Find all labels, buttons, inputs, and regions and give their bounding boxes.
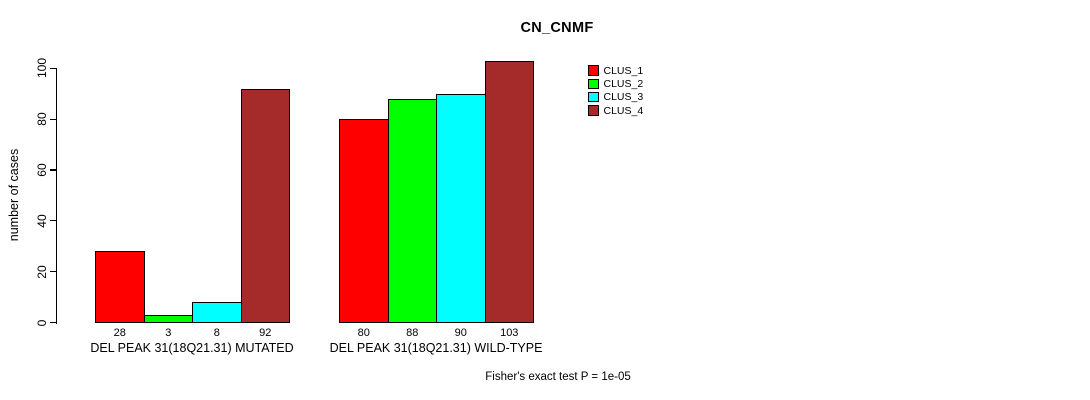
legend-row: CLUS_2 — [588, 77, 643, 90]
legend-label: CLUS_3 — [603, 91, 644, 104]
chart-title: CN_CNMF — [520, 20, 594, 36]
x-axis-group-label: DEL PEAK 31(18Q21.31) MUTATED — [90, 341, 294, 355]
legend-swatch-clus_4 — [588, 105, 599, 116]
y-axis-tick — [49, 321, 57, 324]
bar-clus_4 — [240, 88, 290, 324]
y-axis-line — [55, 68, 57, 324]
fisher-test-footnote: Fisher's exact test P = 1e-05 — [485, 371, 631, 383]
y-axis-tick — [49, 169, 57, 171]
bar-value-label: 80 — [357, 326, 370, 339]
bar-value-label: 92 — [259, 326, 272, 339]
bar-clus_1 — [339, 119, 389, 324]
legend-swatch-clus_1 — [588, 65, 599, 76]
bar-clus_4 — [484, 60, 534, 324]
y-axis-tick-label: 60 — [34, 163, 49, 177]
legend-row: CLUS_3 — [588, 91, 643, 104]
y-axis-tick-label: 20 — [34, 264, 49, 279]
bar-clus_1 — [95, 251, 145, 324]
bar-value-label: 103 — [500, 326, 519, 339]
y-axis-tick — [49, 67, 57, 69]
legend-label: CLUS_2 — [603, 77, 644, 90]
y-axis-title: number of cases — [7, 148, 21, 242]
y-axis-tick-label: 100 — [34, 58, 49, 79]
y-axis-tick-label: 0 — [34, 319, 49, 326]
bar-value-label: 90 — [454, 326, 467, 339]
legend-swatch-clus_2 — [588, 78, 599, 90]
bar-value-label: 3 — [165, 326, 172, 339]
bar-clus_3 — [192, 302, 242, 324]
y-axis-tick — [49, 271, 57, 273]
bar-value-label: 88 — [406, 326, 419, 339]
legend-label: CLUS_4 — [603, 104, 644, 117]
y-axis-tick-label: 80 — [34, 112, 49, 126]
bar-value-label: 8 — [213, 326, 220, 339]
bar-value-label: 28 — [113, 326, 126, 339]
legend-label: CLUS_1 — [603, 64, 644, 77]
y-axis-tick — [49, 118, 57, 120]
x-axis-group-label: DEL PEAK 31(18Q21.31) WILD-TYPE — [329, 341, 543, 355]
y-axis-tick-label: 40 — [34, 214, 49, 228]
bar-clus_2 — [143, 314, 193, 324]
legend-swatch-clus_3 — [588, 91, 599, 103]
bar-clus_3 — [436, 93, 486, 324]
bar-clus_2 — [387, 98, 437, 324]
legend-row: CLUS_1 — [588, 64, 643, 77]
y-axis-tick — [49, 220, 57, 222]
legend: CLUS_1 CLUS_2 CLUS_3 CLUS_4 — [588, 64, 643, 117]
legend-row: CLUS_4 — [588, 104, 643, 117]
